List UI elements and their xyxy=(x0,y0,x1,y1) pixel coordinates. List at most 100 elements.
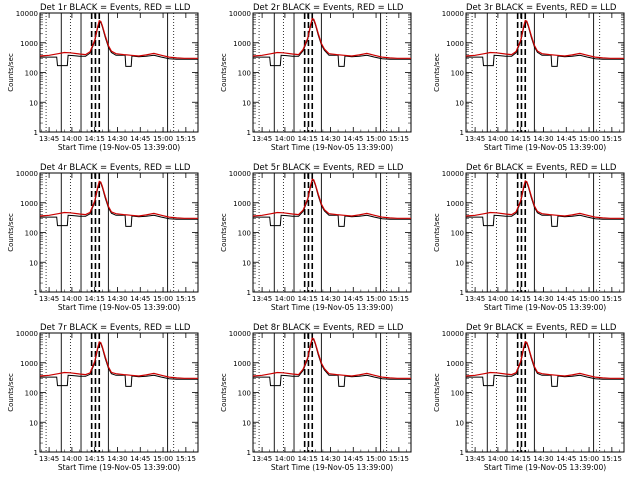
x-tick-label: 14:15 xyxy=(511,295,531,303)
y-tick-label: 100 xyxy=(238,230,251,238)
y-tick-label: 1 xyxy=(460,289,464,297)
x-axis-label: Start Time (19-Nov-05 13:39:00) xyxy=(271,463,393,472)
y-tick-label: 100 xyxy=(451,230,464,238)
x-tick-label: 14:30 xyxy=(533,455,553,463)
y-axis-label: Counts/sec xyxy=(220,213,228,252)
x-tick-label: 15:15 xyxy=(176,295,196,303)
x-tick-label: 14:00 xyxy=(275,295,295,303)
x-axis-label: Start Time (19-Nov-05 13:39:00) xyxy=(484,303,606,312)
x-tick-label: 14:30 xyxy=(320,455,340,463)
panel-det-3: Det 3r BLACK = Events, RED = LLD Counts/s… xyxy=(433,3,625,152)
x-tick-label: 15:00 xyxy=(366,295,386,303)
y-tick-label: 1 xyxy=(460,449,464,457)
y-tick-label: 10000 xyxy=(16,170,38,178)
y-axis-label: Counts/sec xyxy=(220,373,228,412)
y-tick-label: 1 xyxy=(34,289,38,297)
x-tick-label: 14:15 xyxy=(85,455,105,463)
x-tick-label: 14:45 xyxy=(343,455,363,463)
x-tick-label: 14:45 xyxy=(556,135,576,143)
x-tick-label: 15:15 xyxy=(389,135,409,143)
panel-det-4: Det 4r BLACK = Events, RED = LLD Counts/s… xyxy=(7,163,199,312)
series-events-line xyxy=(466,181,624,227)
y-tick-label: 1000 xyxy=(20,360,38,368)
x-tick-label: 14:15 xyxy=(298,135,318,143)
series-events-line xyxy=(40,21,198,67)
x-tick-label: 14:45 xyxy=(130,135,150,143)
y-tick-label: 1 xyxy=(247,129,251,137)
x-tick-label: 15:00 xyxy=(153,135,173,143)
plot-frame xyxy=(39,172,199,293)
y-axis-label: Counts/sec xyxy=(7,213,15,252)
x-tick-label: 14:00 xyxy=(62,295,82,303)
y-tick-label: 100 xyxy=(25,230,38,238)
panel-title: Det 1r BLACK = Events, RED = LLD xyxy=(40,3,191,13)
x-tick-label: 14:45 xyxy=(556,455,576,463)
y-tick-label: 10000 xyxy=(16,10,38,18)
x-tick-label: 14:30 xyxy=(107,295,127,303)
x-tick-label: 14:00 xyxy=(488,135,508,143)
x-tick-label: 14:30 xyxy=(533,295,553,303)
series-lld-line xyxy=(39,180,198,219)
x-tick-label: 15:00 xyxy=(366,455,386,463)
y-tick-label: 1 xyxy=(34,129,38,137)
x-tick-label: 14:30 xyxy=(107,455,127,463)
x-tick-label: 14:45 xyxy=(130,455,150,463)
x-tick-label: 13:45 xyxy=(39,455,59,463)
series-lld-line xyxy=(252,17,411,59)
plot-frame xyxy=(465,172,625,293)
x-tick-label: 14:30 xyxy=(320,135,340,143)
panel-det-9: Det 9r BLACK = Events, RED = LLD Counts/s… xyxy=(433,323,625,472)
series-lld-line xyxy=(465,340,624,379)
x-tick-label: 14:15 xyxy=(85,295,105,303)
series-events-line xyxy=(40,342,198,387)
x-tick-label: 14:00 xyxy=(488,455,508,463)
x-axis-label: Start Time (19-Nov-05 13:39:00) xyxy=(484,143,606,152)
y-tick-label: 100 xyxy=(25,70,38,78)
series-events-line xyxy=(40,182,198,227)
series-lld-line xyxy=(252,337,411,379)
x-tick-label: 15:00 xyxy=(153,455,173,463)
y-axis-label: Counts/sec xyxy=(7,53,15,92)
plot-frame xyxy=(465,332,625,453)
y-axis-label: Counts/sec xyxy=(433,213,441,252)
x-axis-label: Start Time (19-Nov-05 13:39:00) xyxy=(271,143,393,152)
series-lld-line xyxy=(465,180,624,219)
x-tick-label: 15:00 xyxy=(153,295,173,303)
x-tick-label: 14:30 xyxy=(533,135,553,143)
series-events-line xyxy=(253,19,411,67)
panel-det-6: Det 6r BLACK = Events, RED = LLD Counts/s… xyxy=(433,163,625,312)
panel-title: Det 3r BLACK = Events, RED = LLD xyxy=(466,3,617,13)
y-tick-label: 1000 xyxy=(446,40,464,48)
y-tick-label: 10000 xyxy=(229,330,251,338)
y-tick-label: 1000 xyxy=(20,200,38,208)
y-axis-label: Counts/sec xyxy=(433,373,441,412)
y-tick-label: 10 xyxy=(29,99,38,107)
x-tick-label: 15:15 xyxy=(602,135,622,143)
panel-title: Det 7r BLACK = Events, RED = LLD xyxy=(40,323,191,333)
y-tick-label: 1 xyxy=(247,449,251,457)
panel-det-8: Det 8r BLACK = Events, RED = LLD Counts/s… xyxy=(220,323,412,472)
y-tick-label: 10 xyxy=(29,259,38,267)
panel-det-5: Det 5r BLACK = Events, RED = LLD Counts/s… xyxy=(220,163,412,312)
x-axis-label: Start Time (19-Nov-05 13:39:00) xyxy=(484,463,606,472)
x-tick-label: 15:15 xyxy=(389,455,409,463)
plot-frame xyxy=(39,12,199,133)
x-tick-label: 15:00 xyxy=(579,455,599,463)
y-tick-label: 1 xyxy=(247,289,251,297)
y-tick-label: 1000 xyxy=(446,360,464,368)
y-tick-label: 100 xyxy=(451,70,464,78)
y-tick-label: 100 xyxy=(25,390,38,398)
x-tick-label: 14:15 xyxy=(511,135,531,143)
x-tick-label: 13:45 xyxy=(465,295,485,303)
series-events-line xyxy=(466,342,624,387)
plot-frame xyxy=(252,332,412,453)
panel-title: Det 2r BLACK = Events, RED = LLD xyxy=(253,3,404,13)
x-tick-label: 14:45 xyxy=(343,295,363,303)
x-tick-label: 14:00 xyxy=(62,455,82,463)
y-tick-label: 10 xyxy=(455,259,464,267)
y-tick-label: 10 xyxy=(242,259,251,267)
x-tick-label: 14:15 xyxy=(511,455,531,463)
panel-title: Det 5r BLACK = Events, RED = LLD xyxy=(253,163,404,173)
x-tick-label: 13:45 xyxy=(465,455,485,463)
